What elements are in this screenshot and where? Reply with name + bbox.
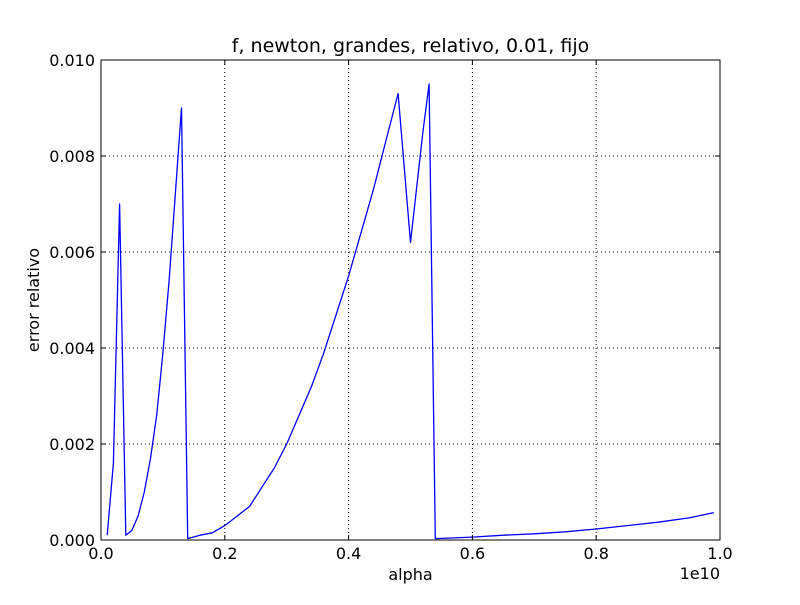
y-tick-label: 0.004 [49, 339, 95, 358]
chart-title: f, newton, grandes, relativo, 0.01, fijo [232, 35, 589, 57]
plot-area-frame [100, 59, 721, 541]
x-tick-label: 0.4 [336, 544, 361, 563]
y-tick-label: 0.000 [49, 531, 95, 550]
x-axis-offset-label: 1e10 [680, 564, 720, 583]
x-tick-label: 0.2 [212, 544, 237, 563]
y-tick-label: 0.002 [49, 435, 95, 454]
y-tick-label: 0.006 [49, 243, 95, 262]
y-axis-label: error relativo [24, 248, 43, 352]
series-line [106, 83, 714, 540]
x-tick-label: 0.8 [583, 544, 608, 563]
axis-ticks: 0.0 0.2 0.4 0.6 0.8 1.0 0.000 0.002 0.004 0.006 0.… [49, 51, 733, 563]
grid-lines [101, 60, 720, 540]
x-axis-label: alpha [388, 565, 432, 584]
x-tick-label: 0.6 [460, 544, 485, 563]
x-tick-label: 1.0 [707, 544, 732, 563]
series-layer [106, 83, 714, 540]
y-tick-label: 0.010 [49, 51, 95, 70]
y-tick-label: 0.008 [49, 147, 95, 166]
x-tick-label: 0.0 [88, 544, 113, 563]
